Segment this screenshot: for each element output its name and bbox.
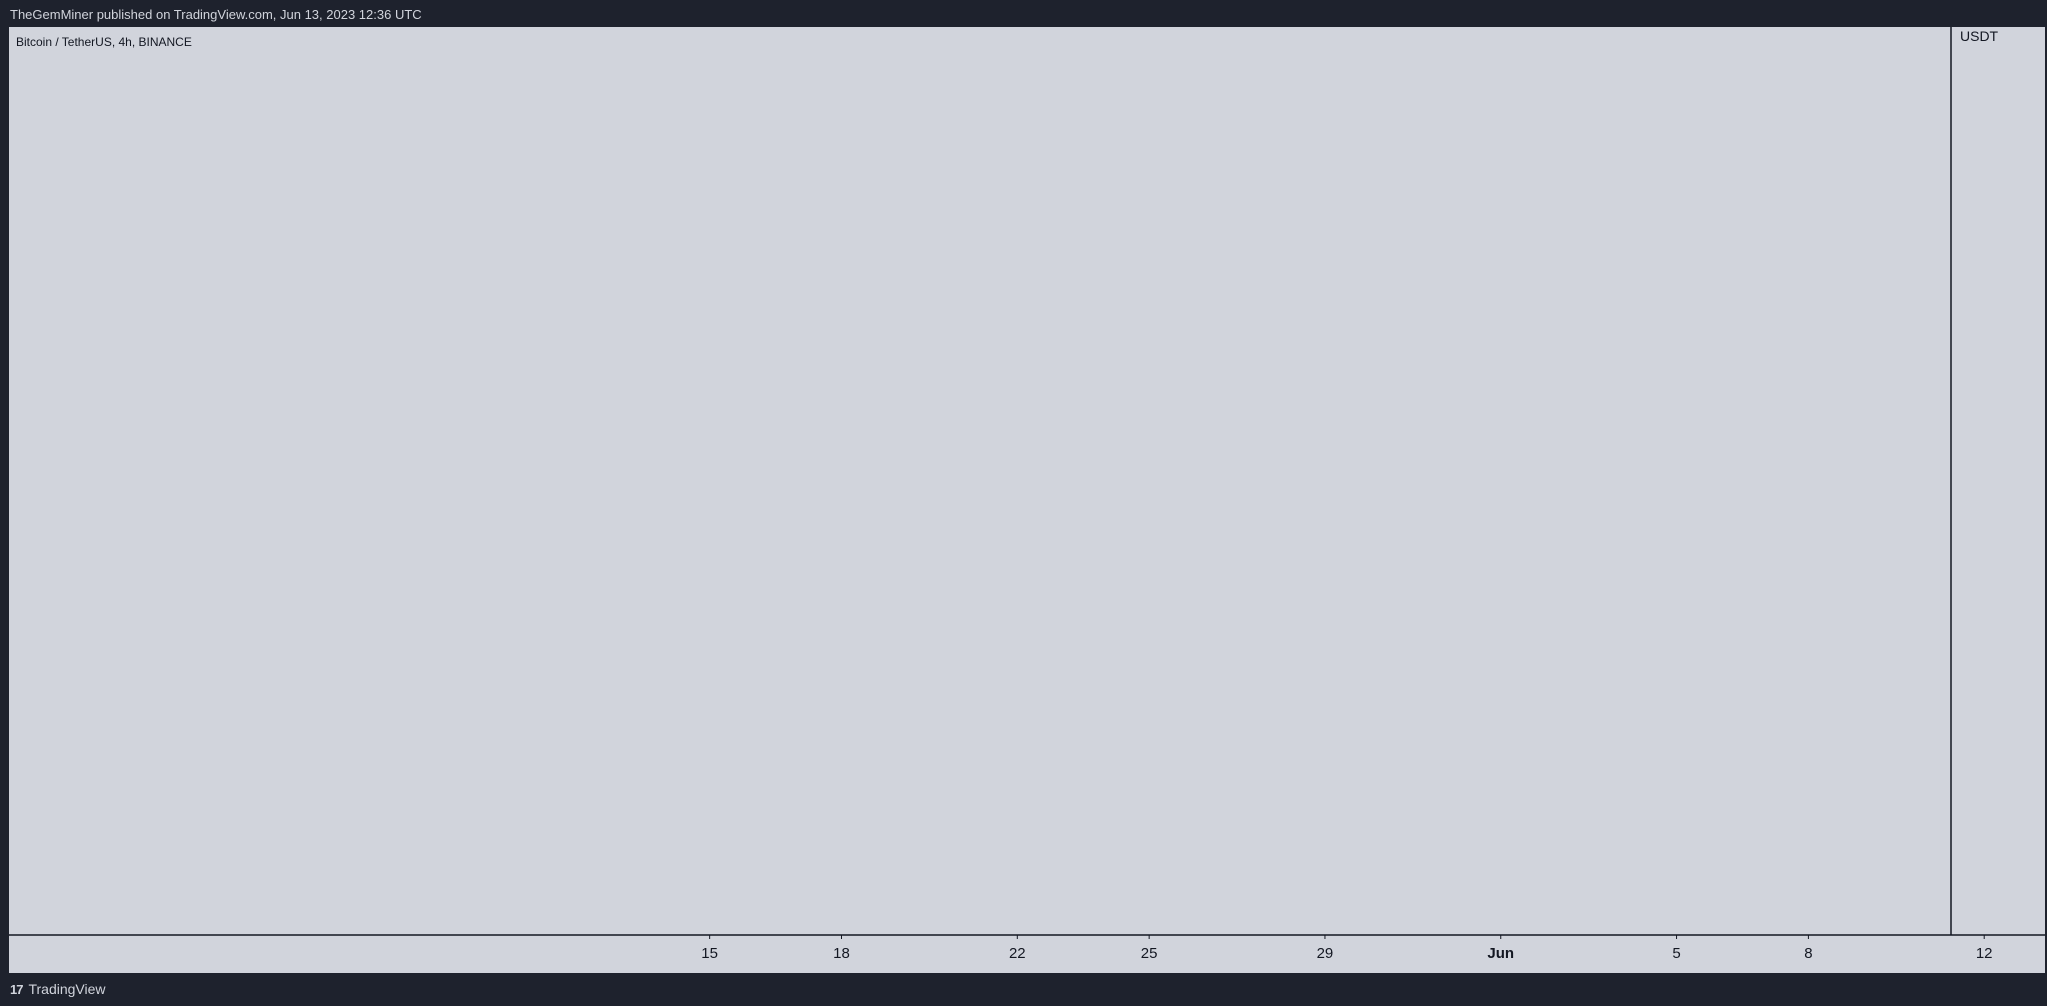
tradingview-icon: 17 <box>10 981 24 997</box>
chart-area[interactable]: USDT24600.0024800.0025000.0025200.002540… <box>9 27 2045 973</box>
time-tick-label: 15 <box>701 945 718 962</box>
time-axis-background <box>9 935 2045 973</box>
time-tick-label: 12 <box>1976 945 1993 962</box>
brand-label: TradingView <box>28 981 106 997</box>
price-axis-unit: USDT <box>1960 28 1999 44</box>
time-tick-label: 29 <box>1317 945 1334 962</box>
time-tick-label: 5 <box>1672 945 1680 962</box>
publisher-bar: TheGemMiner published on TradingView.com… <box>0 0 2047 28</box>
plot-background <box>9 27 1951 935</box>
price-axis-background <box>1951 27 2045 935</box>
time-tick-label: 22 <box>1009 945 1026 962</box>
time-tick-label: 25 <box>1141 945 1158 962</box>
footer-bar: 17 TradingView <box>0 973 2047 1006</box>
time-tick-label: 8 <box>1804 945 1812 962</box>
publisher-text: TheGemMiner published on TradingView.com… <box>10 7 422 22</box>
time-tick-label: 18 <box>833 945 850 962</box>
candlestick-chart[interactable]: USDT24600.0024800.0025000.0025200.002540… <box>9 27 2045 973</box>
tradingview-logo[interactable]: 17 TradingView <box>10 981 106 997</box>
symbol-label: Bitcoin / TetherUS, 4h, BINANCE <box>16 35 192 49</box>
time-tick-label: Jun <box>1487 945 1514 962</box>
